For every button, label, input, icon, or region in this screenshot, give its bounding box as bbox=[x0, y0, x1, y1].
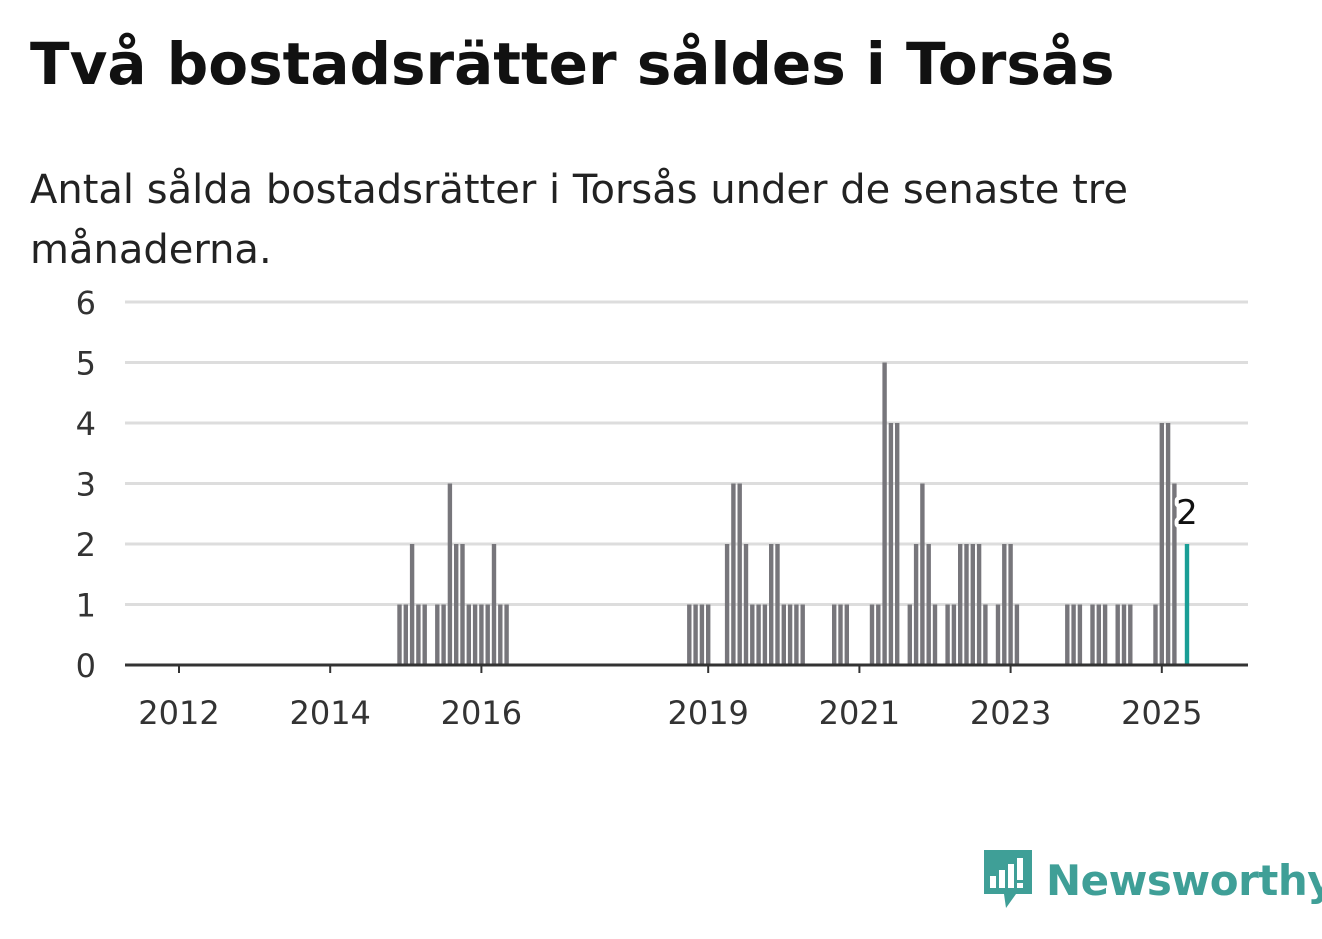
bar-2024-02 bbox=[1090, 604, 1095, 665]
bar-2021-03 bbox=[869, 604, 875, 665]
bar-2020-01 bbox=[781, 604, 786, 665]
x-tick-label-2021: 2021 bbox=[819, 694, 900, 732]
bar-2019-01 bbox=[706, 604, 711, 665]
bar-2024-03 bbox=[1096, 604, 1101, 665]
bar-2021-09 bbox=[907, 604, 912, 665]
bar-2020-10 bbox=[838, 604, 843, 665]
brand-logo: Newsworthy bbox=[980, 848, 1322, 912]
bar-2018-12 bbox=[699, 604, 705, 665]
bar-2019-07 bbox=[743, 544, 749, 665]
bar-2025-05 bbox=[1184, 544, 1190, 665]
bar-2016-04 bbox=[498, 604, 503, 665]
x-tick-label-2019: 2019 bbox=[667, 694, 748, 732]
bar-2023-12 bbox=[1077, 604, 1083, 665]
bar-2024-04 bbox=[1102, 604, 1108, 665]
bar-2020-09 bbox=[832, 604, 837, 665]
bar-2022-06 bbox=[964, 544, 969, 665]
bar-2025-03 bbox=[1172, 483, 1177, 665]
bar-2022-12 bbox=[1002, 544, 1007, 665]
bar-2020-11 bbox=[844, 604, 849, 665]
bar-2021-06 bbox=[888, 423, 894, 665]
bar-2016-05 bbox=[504, 604, 509, 665]
bar-2024-07 bbox=[1121, 604, 1127, 665]
axes: 0 1 2 3 4 5 6 2012 2014 2016 2019 2021 2023 2025 bbox=[76, 284, 1248, 732]
value-labels: 2 bbox=[1172, 489, 1202, 537]
y-tick-label-3: 3 bbox=[76, 466, 96, 504]
bar-2016-03 bbox=[491, 544, 497, 665]
y-tick-label-2: 2 bbox=[76, 526, 96, 564]
bar-2014-12 bbox=[397, 604, 402, 665]
newsworthy-chart-icon bbox=[984, 850, 1032, 908]
bar-2025-01 bbox=[1159, 423, 1164, 665]
bar-2021-12 bbox=[926, 544, 931, 665]
chart-subtitle: Antal sålda bostadsrätter i Torsås under… bbox=[30, 167, 1128, 273]
bar-2024-12 bbox=[1153, 604, 1158, 665]
bar-2021-07 bbox=[895, 423, 900, 665]
bar-2022-03 bbox=[945, 604, 950, 665]
bar-2022-07 bbox=[970, 544, 975, 665]
bar-2022-09 bbox=[983, 604, 988, 665]
y-tick-label-6: 6 bbox=[76, 284, 96, 322]
bar-2023-10 bbox=[1065, 604, 1070, 665]
bar-2019-06 bbox=[737, 483, 742, 665]
bar-2021-04 bbox=[876, 604, 881, 665]
chart-title: Två bostadsrätter såldes i Torsås bbox=[30, 30, 1115, 98]
bar-2015-11 bbox=[466, 604, 471, 665]
bar-2019-11 bbox=[769, 544, 774, 665]
x-tick-label-2014: 2014 bbox=[289, 694, 370, 732]
bar-2022-08 bbox=[976, 544, 982, 665]
bar-2022-01 bbox=[932, 604, 938, 665]
x-tick-label-2016: 2016 bbox=[441, 694, 522, 732]
bar-2019-12 bbox=[775, 544, 780, 665]
bar-2015-02 bbox=[409, 544, 415, 665]
brand-name: Newsworthy bbox=[1046, 855, 1322, 905]
bar-2023-02 bbox=[1014, 604, 1020, 665]
bar-2022-11 bbox=[995, 604, 1001, 665]
bar-2018-10 bbox=[687, 604, 692, 665]
y-tick-label-5: 5 bbox=[76, 345, 96, 383]
x-tick-label-2023: 2023 bbox=[970, 694, 1051, 732]
bars bbox=[397, 362, 1190, 665]
bar-2022-05 bbox=[958, 544, 963, 665]
bar-2021-05 bbox=[882, 362, 887, 665]
x-tick-label-2025: 2025 bbox=[1121, 694, 1202, 732]
bar-2015-07 bbox=[441, 604, 446, 665]
bar-2023-11 bbox=[1071, 604, 1076, 665]
bar-2015-09 bbox=[454, 544, 459, 665]
bar-2015-01 bbox=[403, 604, 408, 665]
bar-2018-11 bbox=[693, 604, 698, 665]
bar-2019-08 bbox=[750, 604, 755, 665]
x-tick-label-2012: 2012 bbox=[138, 694, 219, 732]
bar-2019-10 bbox=[762, 604, 768, 665]
bar-2016-01 bbox=[479, 604, 484, 665]
y-tick-label-4: 4 bbox=[76, 405, 96, 443]
bar-2021-11 bbox=[920, 483, 925, 665]
y-tick-label-1: 1 bbox=[76, 587, 96, 625]
y-tick-label-0: 0 bbox=[76, 647, 96, 685]
bar-2015-12 bbox=[472, 604, 478, 665]
bar-2023-01 bbox=[1008, 544, 1013, 665]
bar-2019-04 bbox=[724, 544, 730, 665]
bar-2020-02 bbox=[787, 604, 793, 665]
bar-2020-04 bbox=[800, 604, 805, 665]
bar-2015-08 bbox=[447, 483, 453, 665]
bar-2019-05 bbox=[731, 483, 736, 665]
bar-2019-09 bbox=[756, 604, 761, 665]
bar-2016-02 bbox=[485, 604, 490, 665]
bar-2015-06 bbox=[435, 604, 440, 665]
bar-2020-03 bbox=[794, 604, 799, 665]
bar-2015-04 bbox=[422, 604, 427, 665]
bar-2025-02 bbox=[1165, 423, 1171, 665]
grid-lines bbox=[125, 300, 1248, 606]
bar-2021-10 bbox=[913, 544, 919, 665]
bar-2022-04 bbox=[951, 604, 957, 665]
bar-2024-06 bbox=[1115, 604, 1120, 665]
bar-2015-03 bbox=[416, 604, 421, 665]
bar-2015-10 bbox=[460, 544, 465, 665]
highlight-value-label: 2 bbox=[1176, 493, 1198, 533]
bar-2024-08 bbox=[1128, 604, 1133, 665]
